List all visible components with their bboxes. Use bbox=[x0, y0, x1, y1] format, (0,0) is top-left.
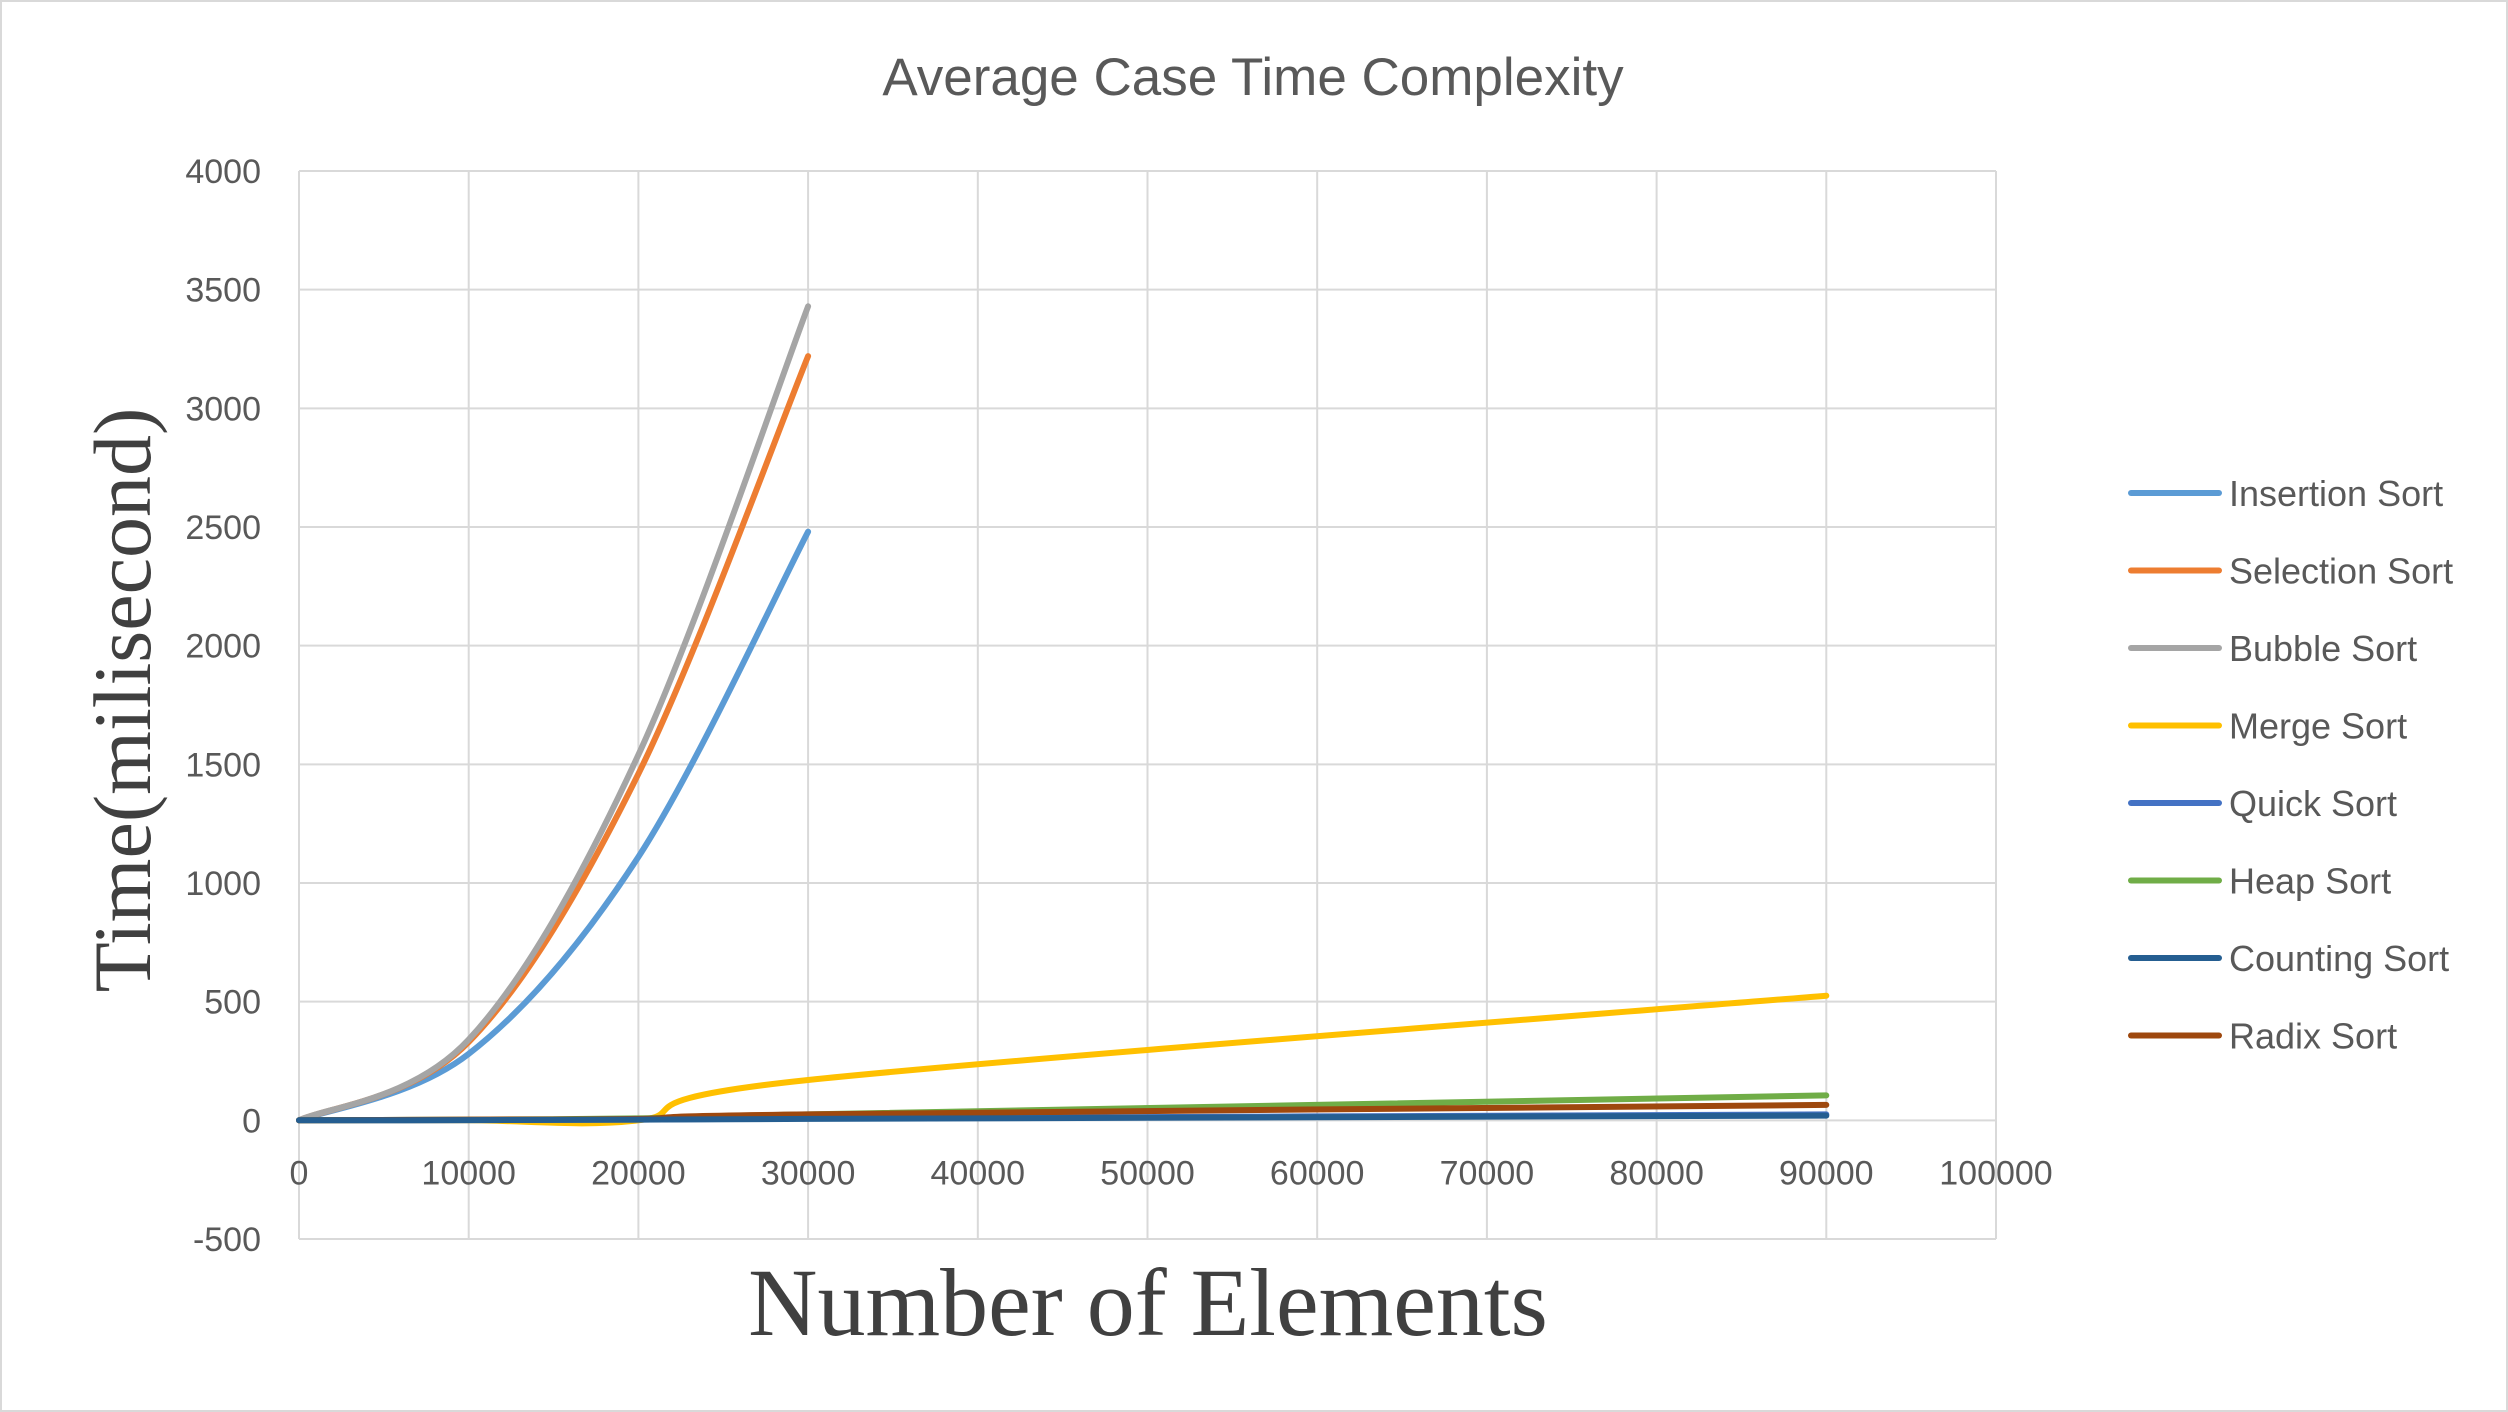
legend: Insertion Sort Selection Sort Bubble Sort M… bbox=[2128, 473, 2453, 1057]
y-tick-label: 1500 bbox=[185, 746, 261, 784]
x-tick-label: 50000 bbox=[1100, 1154, 1195, 1192]
y-tick-label: 4000 bbox=[185, 153, 261, 191]
y-tick-label: 2500 bbox=[185, 509, 261, 547]
series-lines bbox=[296, 303, 1830, 1127]
y-tick-label: 3500 bbox=[185, 272, 261, 310]
legend-label-radix-sort: Radix Sort bbox=[2229, 1016, 2397, 1057]
y-axis-title: Time(milisecond) bbox=[77, 408, 168, 993]
y-tick-label: 0 bbox=[242, 1102, 261, 1140]
legend-label-counting-sort: Counting Sort bbox=[2229, 938, 2449, 979]
y-tick-label: 1000 bbox=[185, 865, 261, 903]
x-tick-label: 90000 bbox=[1779, 1154, 1874, 1192]
y-tick-label: 500 bbox=[204, 984, 261, 1022]
series-line-insertion-sort bbox=[296, 528, 812, 1124]
chart-title: Average Case Time Complexity bbox=[882, 48, 1624, 107]
x-tick-label: 30000 bbox=[761, 1154, 856, 1192]
legend-label-quick-sort: Quick Sort bbox=[2229, 783, 2397, 824]
y-tick-label: -500 bbox=[193, 1221, 261, 1259]
series-line-selection-sort bbox=[296, 353, 812, 1124]
legend-label-heap-sort: Heap Sort bbox=[2229, 861, 2391, 902]
legend-label-insertion-sort: Insertion Sort bbox=[2229, 473, 2443, 514]
legend-label-bubble-sort: Bubble Sort bbox=[2229, 628, 2417, 669]
y-tick-label: 3000 bbox=[185, 390, 261, 428]
x-tick-label: 10000 bbox=[421, 1154, 516, 1192]
x-axis-title: Number of Elements bbox=[748, 1249, 1548, 1356]
series-line-counting-sort bbox=[296, 1112, 1830, 1124]
y-tick-label: 2000 bbox=[185, 628, 261, 666]
legend-label-merge-sort: Merge Sort bbox=[2229, 706, 2407, 747]
x-tick-label: 80000 bbox=[1609, 1154, 1704, 1192]
x-tick-label: 0 bbox=[290, 1154, 309, 1192]
x-tick-label: 40000 bbox=[931, 1154, 1026, 1192]
series-line-bubble-sort bbox=[296, 303, 812, 1124]
x-tick-label: 20000 bbox=[591, 1154, 686, 1192]
x-tick-label: 60000 bbox=[1270, 1154, 1365, 1192]
x-tick-label: 70000 bbox=[1440, 1154, 1535, 1192]
gridlines bbox=[298, 170, 1997, 1240]
legend-label-selection-sort: Selection Sort bbox=[2229, 551, 2453, 592]
x-tick-label: 100000 bbox=[1939, 1154, 2052, 1192]
